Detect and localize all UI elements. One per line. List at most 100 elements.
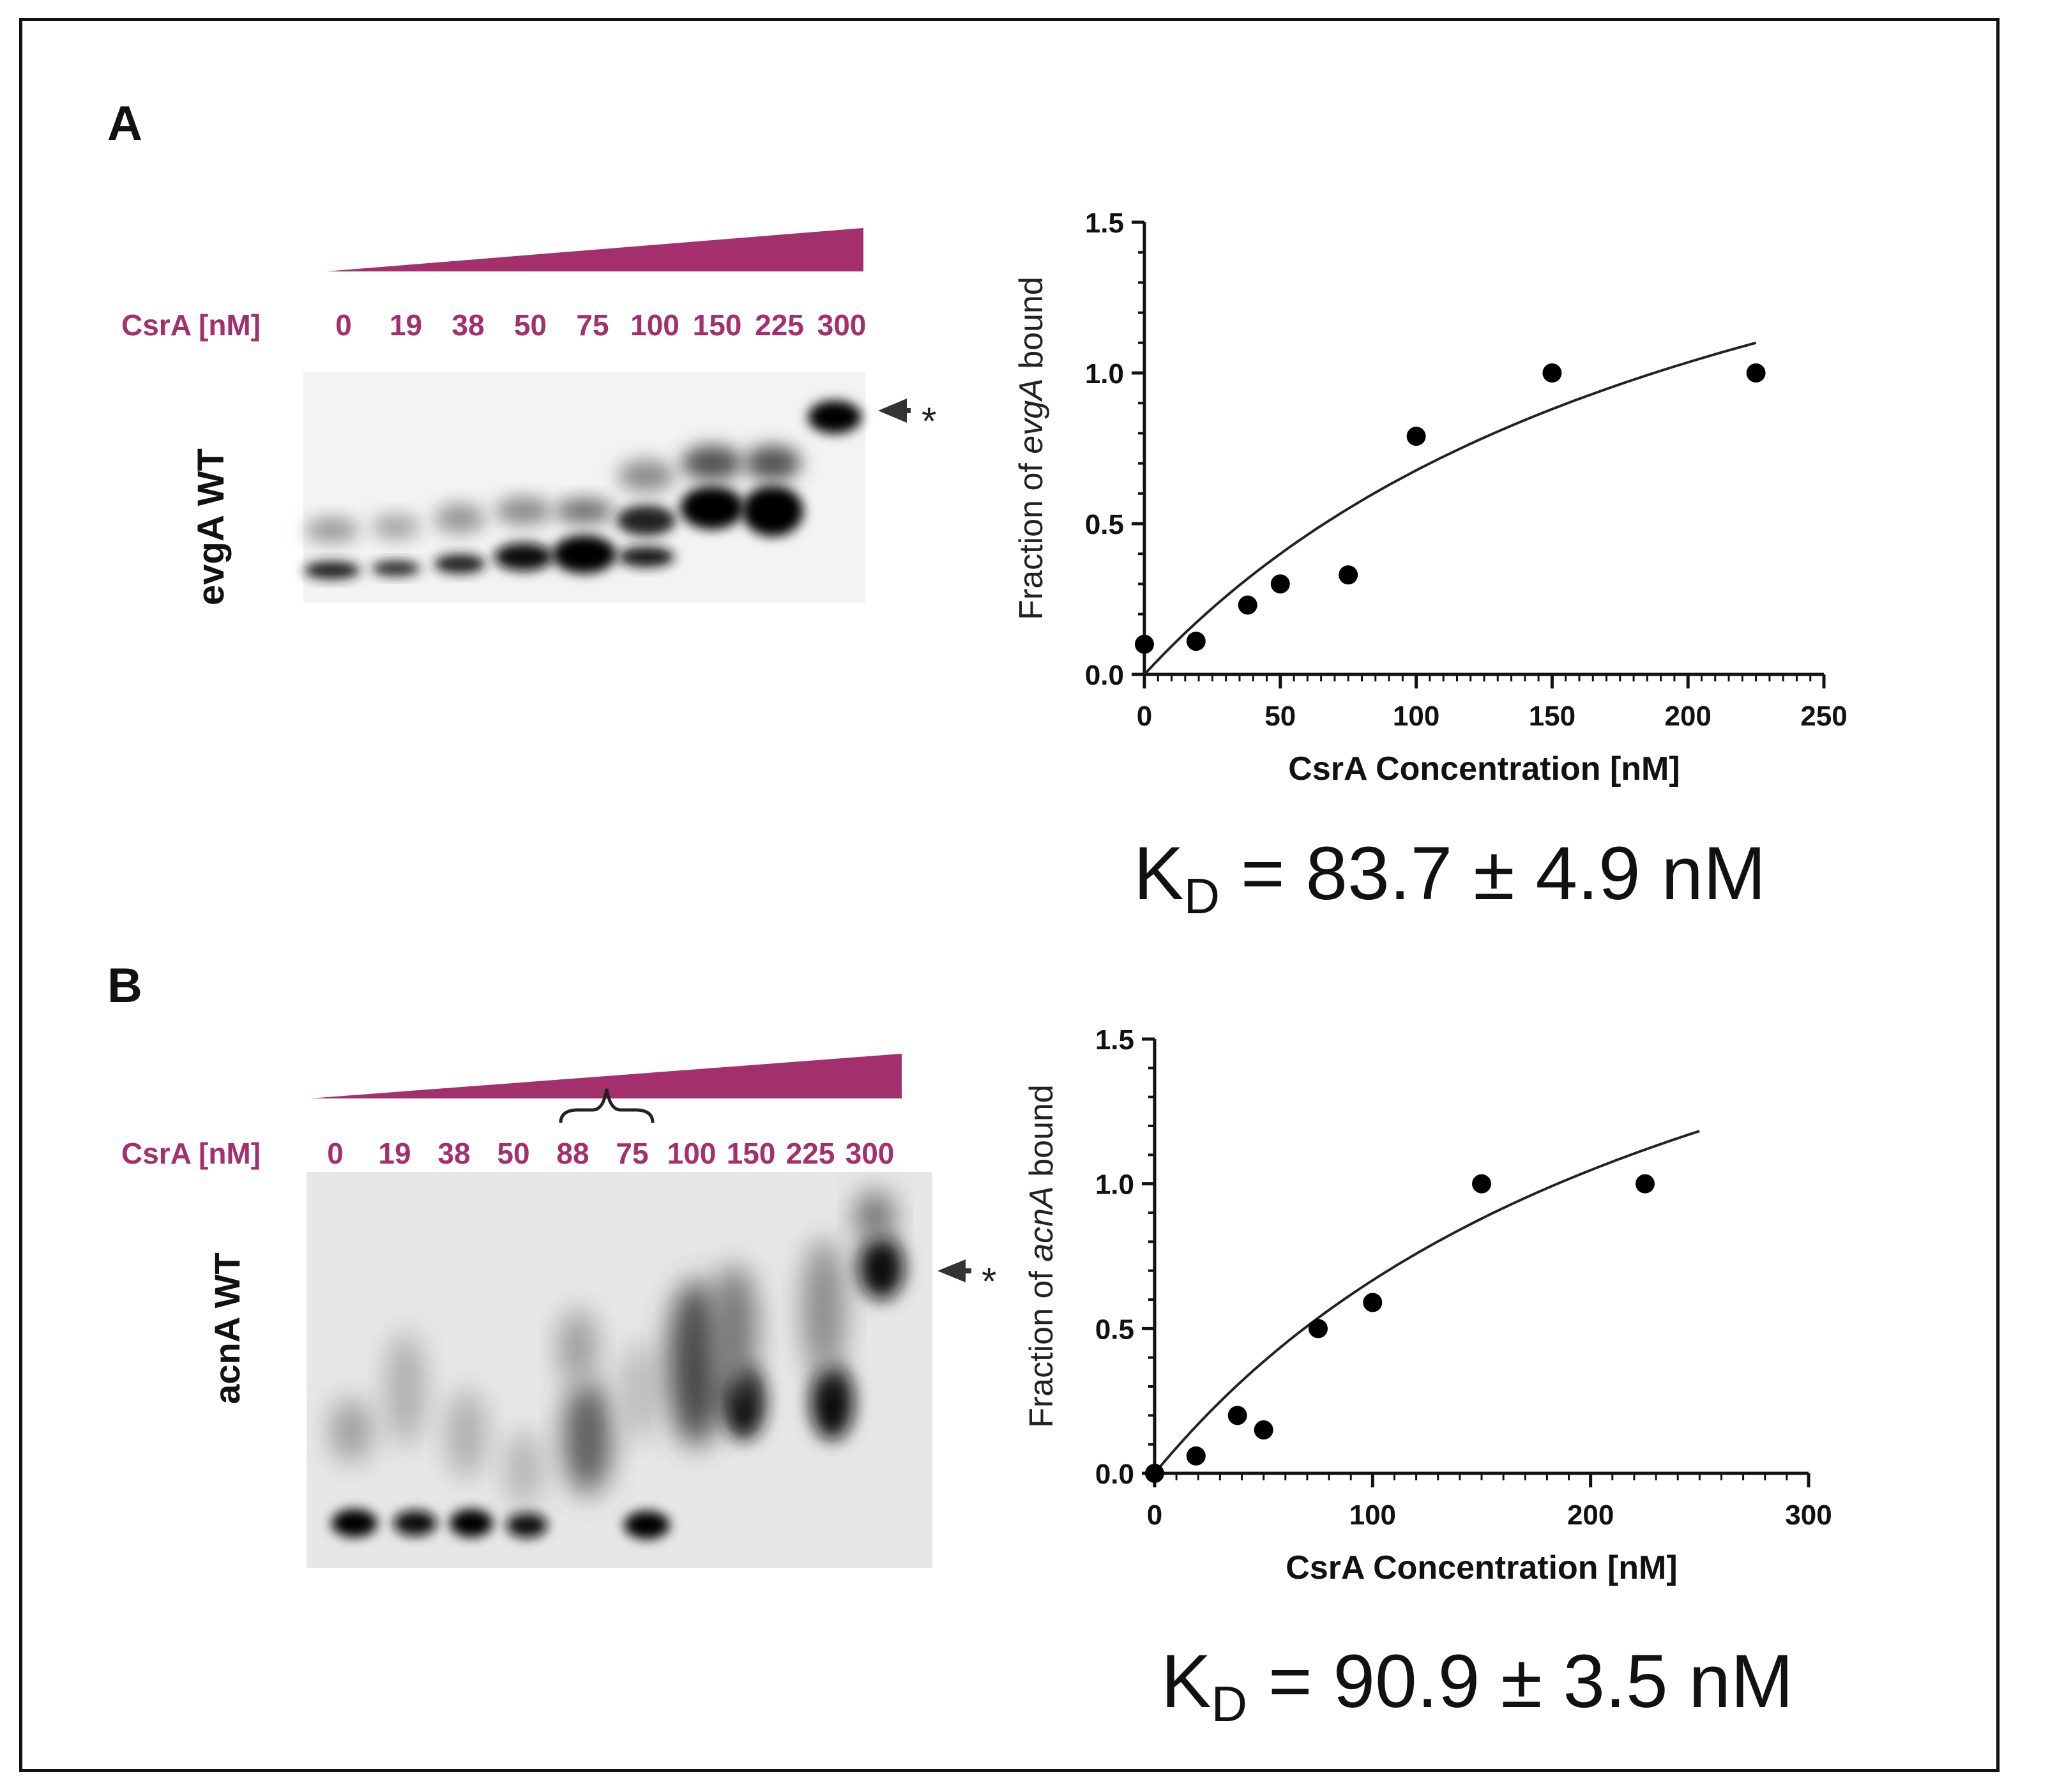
rna-label-a: evgA WT	[190, 448, 232, 605]
x-tick-label: 100	[1349, 1500, 1396, 1531]
data-point	[1746, 363, 1766, 383]
gel-band	[434, 554, 485, 573]
x-axis-label: CsrA Concentration [nM]	[1286, 1549, 1677, 1586]
data-point	[1339, 565, 1358, 585]
gel-band	[305, 517, 359, 543]
concentration-wedge-a	[326, 228, 863, 271]
lane-label: 150	[693, 308, 742, 342]
y-tick-label: 0.0	[1095, 1459, 1134, 1490]
binding-chart-b: 0.0 0.5 1.0 1.5 0 100 200 300 CsrA Concentration…	[1023, 1024, 1832, 1586]
x-axis-label: CsrA Concentration [nM]	[1288, 750, 1680, 787]
lane-label: 150	[727, 1137, 776, 1170]
data-point	[1135, 634, 1154, 654]
data-point	[1636, 1174, 1655, 1194]
lane-label: 19	[378, 1137, 411, 1170]
gel-band	[742, 485, 803, 536]
lane-label: 100	[630, 308, 679, 342]
data-point	[1270, 574, 1290, 594]
gel-band	[494, 543, 553, 571]
lane-label: 75	[616, 1137, 648, 1170]
lane-label: 300	[817, 308, 867, 342]
gel-band	[668, 1280, 724, 1447]
gel-band	[331, 1399, 372, 1462]
x-tick-label: 200	[1664, 701, 1711, 732]
x-tick-label: 150	[1529, 701, 1575, 732]
gel-band	[386, 1332, 425, 1447]
gel-band	[808, 400, 862, 434]
data-point	[1227, 1406, 1247, 1425]
binding-chart-a: 0.0 0.5 1.0 1.5 0 50 100 150 200 250 CsrA Concentr…	[1013, 208, 1848, 787]
gel-a: CsrA [nM] 0 19 38 50 75 100 150 225 300	[121, 228, 936, 605]
gel-band	[372, 514, 420, 540]
data-point	[1186, 632, 1206, 651]
gel-bands-b	[331, 1191, 904, 1539]
gel-band	[617, 505, 676, 536]
x-tick-label: 0	[1147, 1500, 1162, 1531]
y-tick-label: 0.5	[1095, 1314, 1134, 1345]
x-tick-label: 100	[1393, 701, 1439, 732]
gel-band	[559, 1309, 597, 1386]
bracket	[559, 1088, 655, 1123]
arrow-shaft	[900, 408, 911, 413]
x-tick-label: 0	[1137, 701, 1152, 732]
data-point	[1186, 1446, 1206, 1466]
y-tick-label: 1.5	[1085, 208, 1124, 239]
gel-band	[680, 486, 744, 529]
gel-band	[618, 547, 674, 567]
lane-labels-b: 0 19 38 50 88 75 100 150 225 300	[327, 1137, 894, 1170]
gel-band	[624, 1511, 670, 1539]
data-point	[1472, 1174, 1491, 1194]
gel-band	[711, 1264, 757, 1392]
y-axis-label: Fraction of acnA bound	[1023, 1084, 1060, 1428]
gel-band	[622, 1341, 655, 1443]
data-point	[1254, 1420, 1273, 1439]
data-point	[1145, 1464, 1164, 1483]
x-tick-label: 250	[1800, 701, 1847, 732]
lane-label: 75	[576, 308, 609, 342]
gel-band	[681, 445, 743, 481]
x-tick-label: 300	[1785, 1500, 1832, 1531]
gel-band	[434, 503, 485, 534]
x-tick-label: 200	[1567, 1500, 1614, 1531]
gel-band	[552, 535, 616, 573]
lane-label: 300	[846, 1137, 895, 1170]
lane-labels-a: 0 19 38 50 75 100 150 225 300	[335, 308, 866, 342]
kd-value-b: KD = 90.9 ± 3.5 nM	[1161, 1639, 1794, 1732]
gel-band	[745, 445, 801, 481]
gel-band	[447, 1389, 485, 1478]
y-tick-label: 0.0	[1085, 660, 1124, 691]
arrow-shaft	[961, 1268, 971, 1273]
fit-curve	[1153, 1130, 1700, 1475]
panel-letter-b: B	[107, 959, 142, 1013]
shift-asterisk-b: *	[982, 1260, 996, 1303]
conc-label-a: CsrA [nM]	[121, 308, 261, 342]
arrow-icon	[937, 1259, 966, 1282]
y-axis-label: Fraction of evgA bound	[1013, 277, 1050, 620]
fit-curve	[1143, 341, 1757, 676]
data-point	[1406, 427, 1426, 446]
conc-label-b: CsrA [nM]	[121, 1137, 261, 1170]
arrow-icon	[878, 399, 908, 423]
lane-label: 225	[786, 1137, 835, 1170]
y-tick-label: 0.5	[1085, 509, 1124, 540]
gel-band	[563, 1379, 612, 1494]
gel-band	[856, 1191, 894, 1242]
kd-value-a: KD = 83.7 ± 4.9 nM	[1134, 831, 1766, 924]
data-point	[1363, 1293, 1383, 1312]
gel-band	[506, 1431, 542, 1507]
lane-label: 38	[437, 1137, 470, 1170]
data-point	[1238, 595, 1257, 615]
concentration-wedge-b	[310, 1054, 902, 1098]
lane-label: 38	[452, 308, 484, 342]
lane-label: 50	[514, 308, 547, 342]
gel-b: CsrA [nM] 0 19 38 50 88 75 100 150 225 300	[121, 1054, 996, 1568]
gel-band	[618, 459, 674, 492]
y-tick-label: 1.0	[1085, 358, 1124, 390]
gel-band	[496, 497, 552, 525]
shift-asterisk-a: *	[922, 400, 936, 443]
lane-label: 0	[335, 308, 352, 342]
lane-label: 0	[327, 1137, 344, 1170]
gel-band	[331, 1509, 377, 1537]
rna-label-b: acnA WT	[207, 1252, 247, 1404]
